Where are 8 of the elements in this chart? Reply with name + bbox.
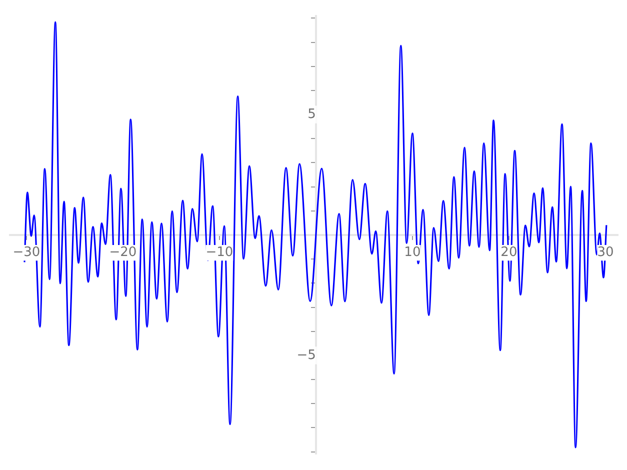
x-tick-label: −30 — [12, 245, 40, 260]
y-tick-label: −5 — [296, 348, 316, 363]
x-tick-label: −10 — [206, 245, 234, 260]
x-tick-label: −20 — [109, 245, 137, 260]
x-tick-label: 30 — [597, 245, 614, 260]
x-tick-label: 20 — [500, 245, 518, 260]
x-tick-label: 10 — [404, 245, 421, 260]
y-tick-label: 5 — [308, 106, 316, 122]
